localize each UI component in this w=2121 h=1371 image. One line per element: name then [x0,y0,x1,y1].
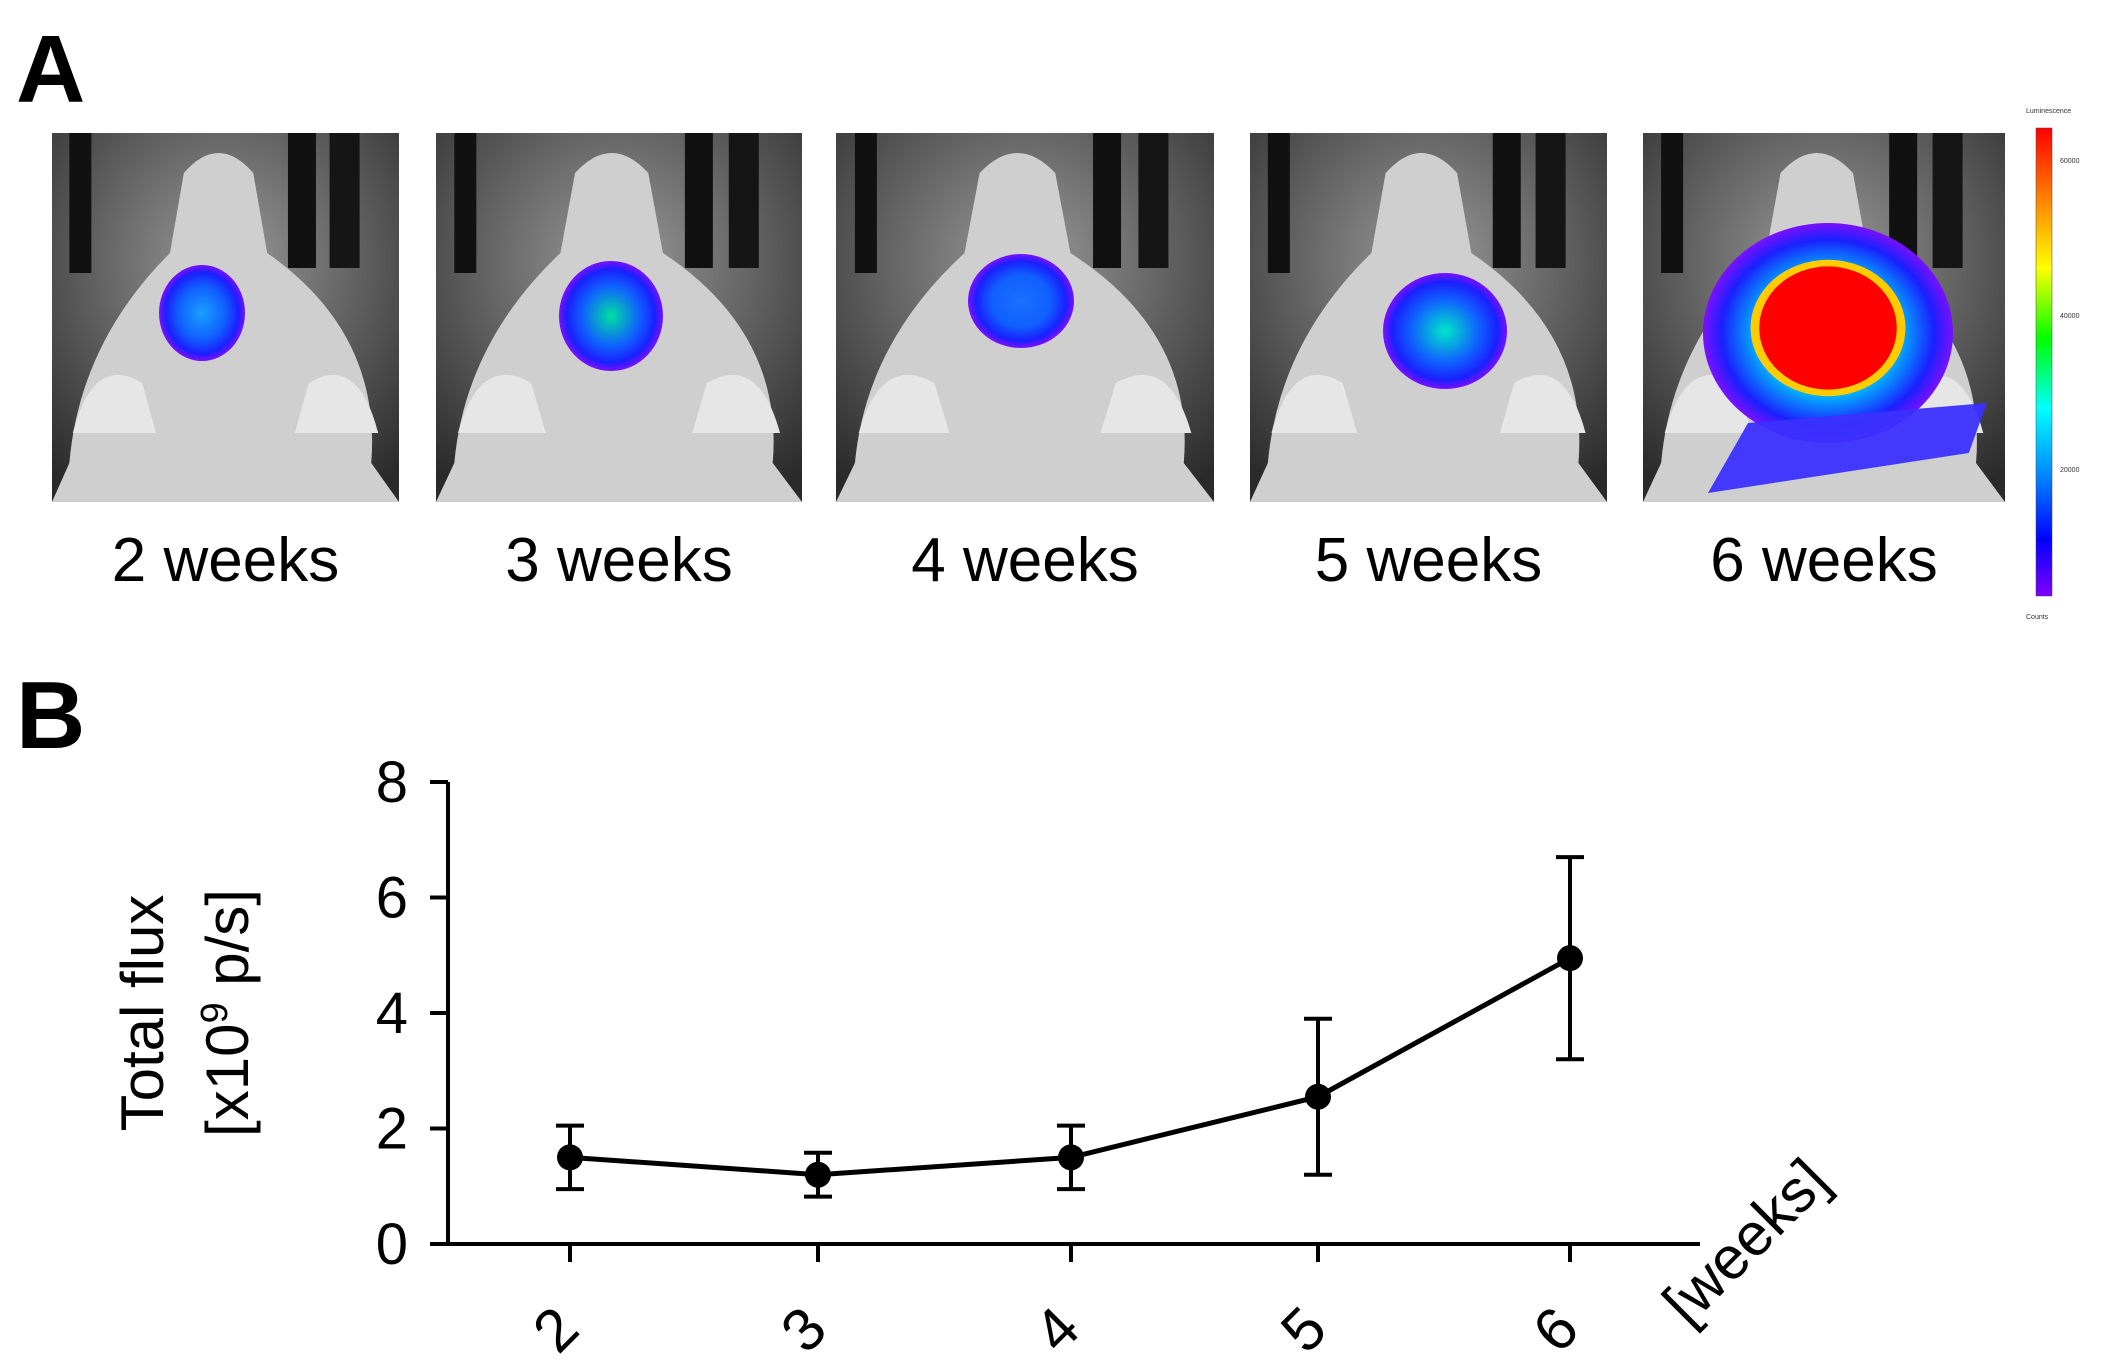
colorbar-gradient [2035,127,2053,597]
imaging-picture-week-5 [1250,133,1607,502]
y-tick-label: 4 [376,981,408,1046]
y-tick-label: 2 [376,1097,408,1162]
y-tick-label: 6 [376,866,408,931]
luminescence-signal [559,261,663,371]
x-tick-label: 3 [768,1294,839,1365]
imaging-caption: 4 weeks [911,526,1139,595]
data-point [1305,1083,1331,1110]
data-point [1557,945,1583,972]
x-tick-label: 4 [1021,1294,1092,1365]
x-tick-label: 6 [1520,1294,1591,1365]
imaging-picture-week-3 [436,133,802,502]
imaging-caption: 6 weeks [1710,526,1938,595]
colorbar-tick: 40000 [2060,313,2080,320]
imaging-caption: 5 weeks [1314,526,1543,595]
data-point [1058,1144,1084,1171]
panel-label-b: B [16,662,86,769]
y-tick-label: 0 [376,1212,408,1277]
luminescence-signal [968,254,1074,348]
luminescence-colorbar [2030,100,2110,630]
x-axis-label: [weeks] [1650,1146,1841,1337]
imaging-picture-week-6 [1643,133,2005,502]
imaging-picture-week-2 [52,133,399,502]
colorbar-tick: 60000 [2060,158,2080,165]
colorbar-tick: 20000 [2060,467,2080,474]
total-flux-chart: 0 2 4 6 8 2 3 4 5 6 [weeks] Total flux [x109 p/s] [109,750,1841,1365]
data-point [557,1144,583,1171]
imaging-caption: 3 weeks [505,526,733,595]
y-axis-label-line1: Total flux [109,895,176,1132]
colorbar-footer: Counts [2026,614,2049,621]
imaging-caption: 2 weeks [111,526,340,595]
data-point [805,1161,831,1188]
x-tick-label: 5 [1268,1294,1339,1365]
imaging-picture-week-4 [836,133,1214,502]
luminescence-signal [1383,273,1507,389]
panel-label-a: A [16,16,86,123]
luminescence-signal [159,265,245,361]
y-axis-label-line2: [x109 p/s] [194,889,261,1137]
colorbar-title: Luminescence [2026,108,2072,115]
x-tick-label: 2 [520,1294,591,1365]
y-tick-label: 8 [376,750,408,815]
